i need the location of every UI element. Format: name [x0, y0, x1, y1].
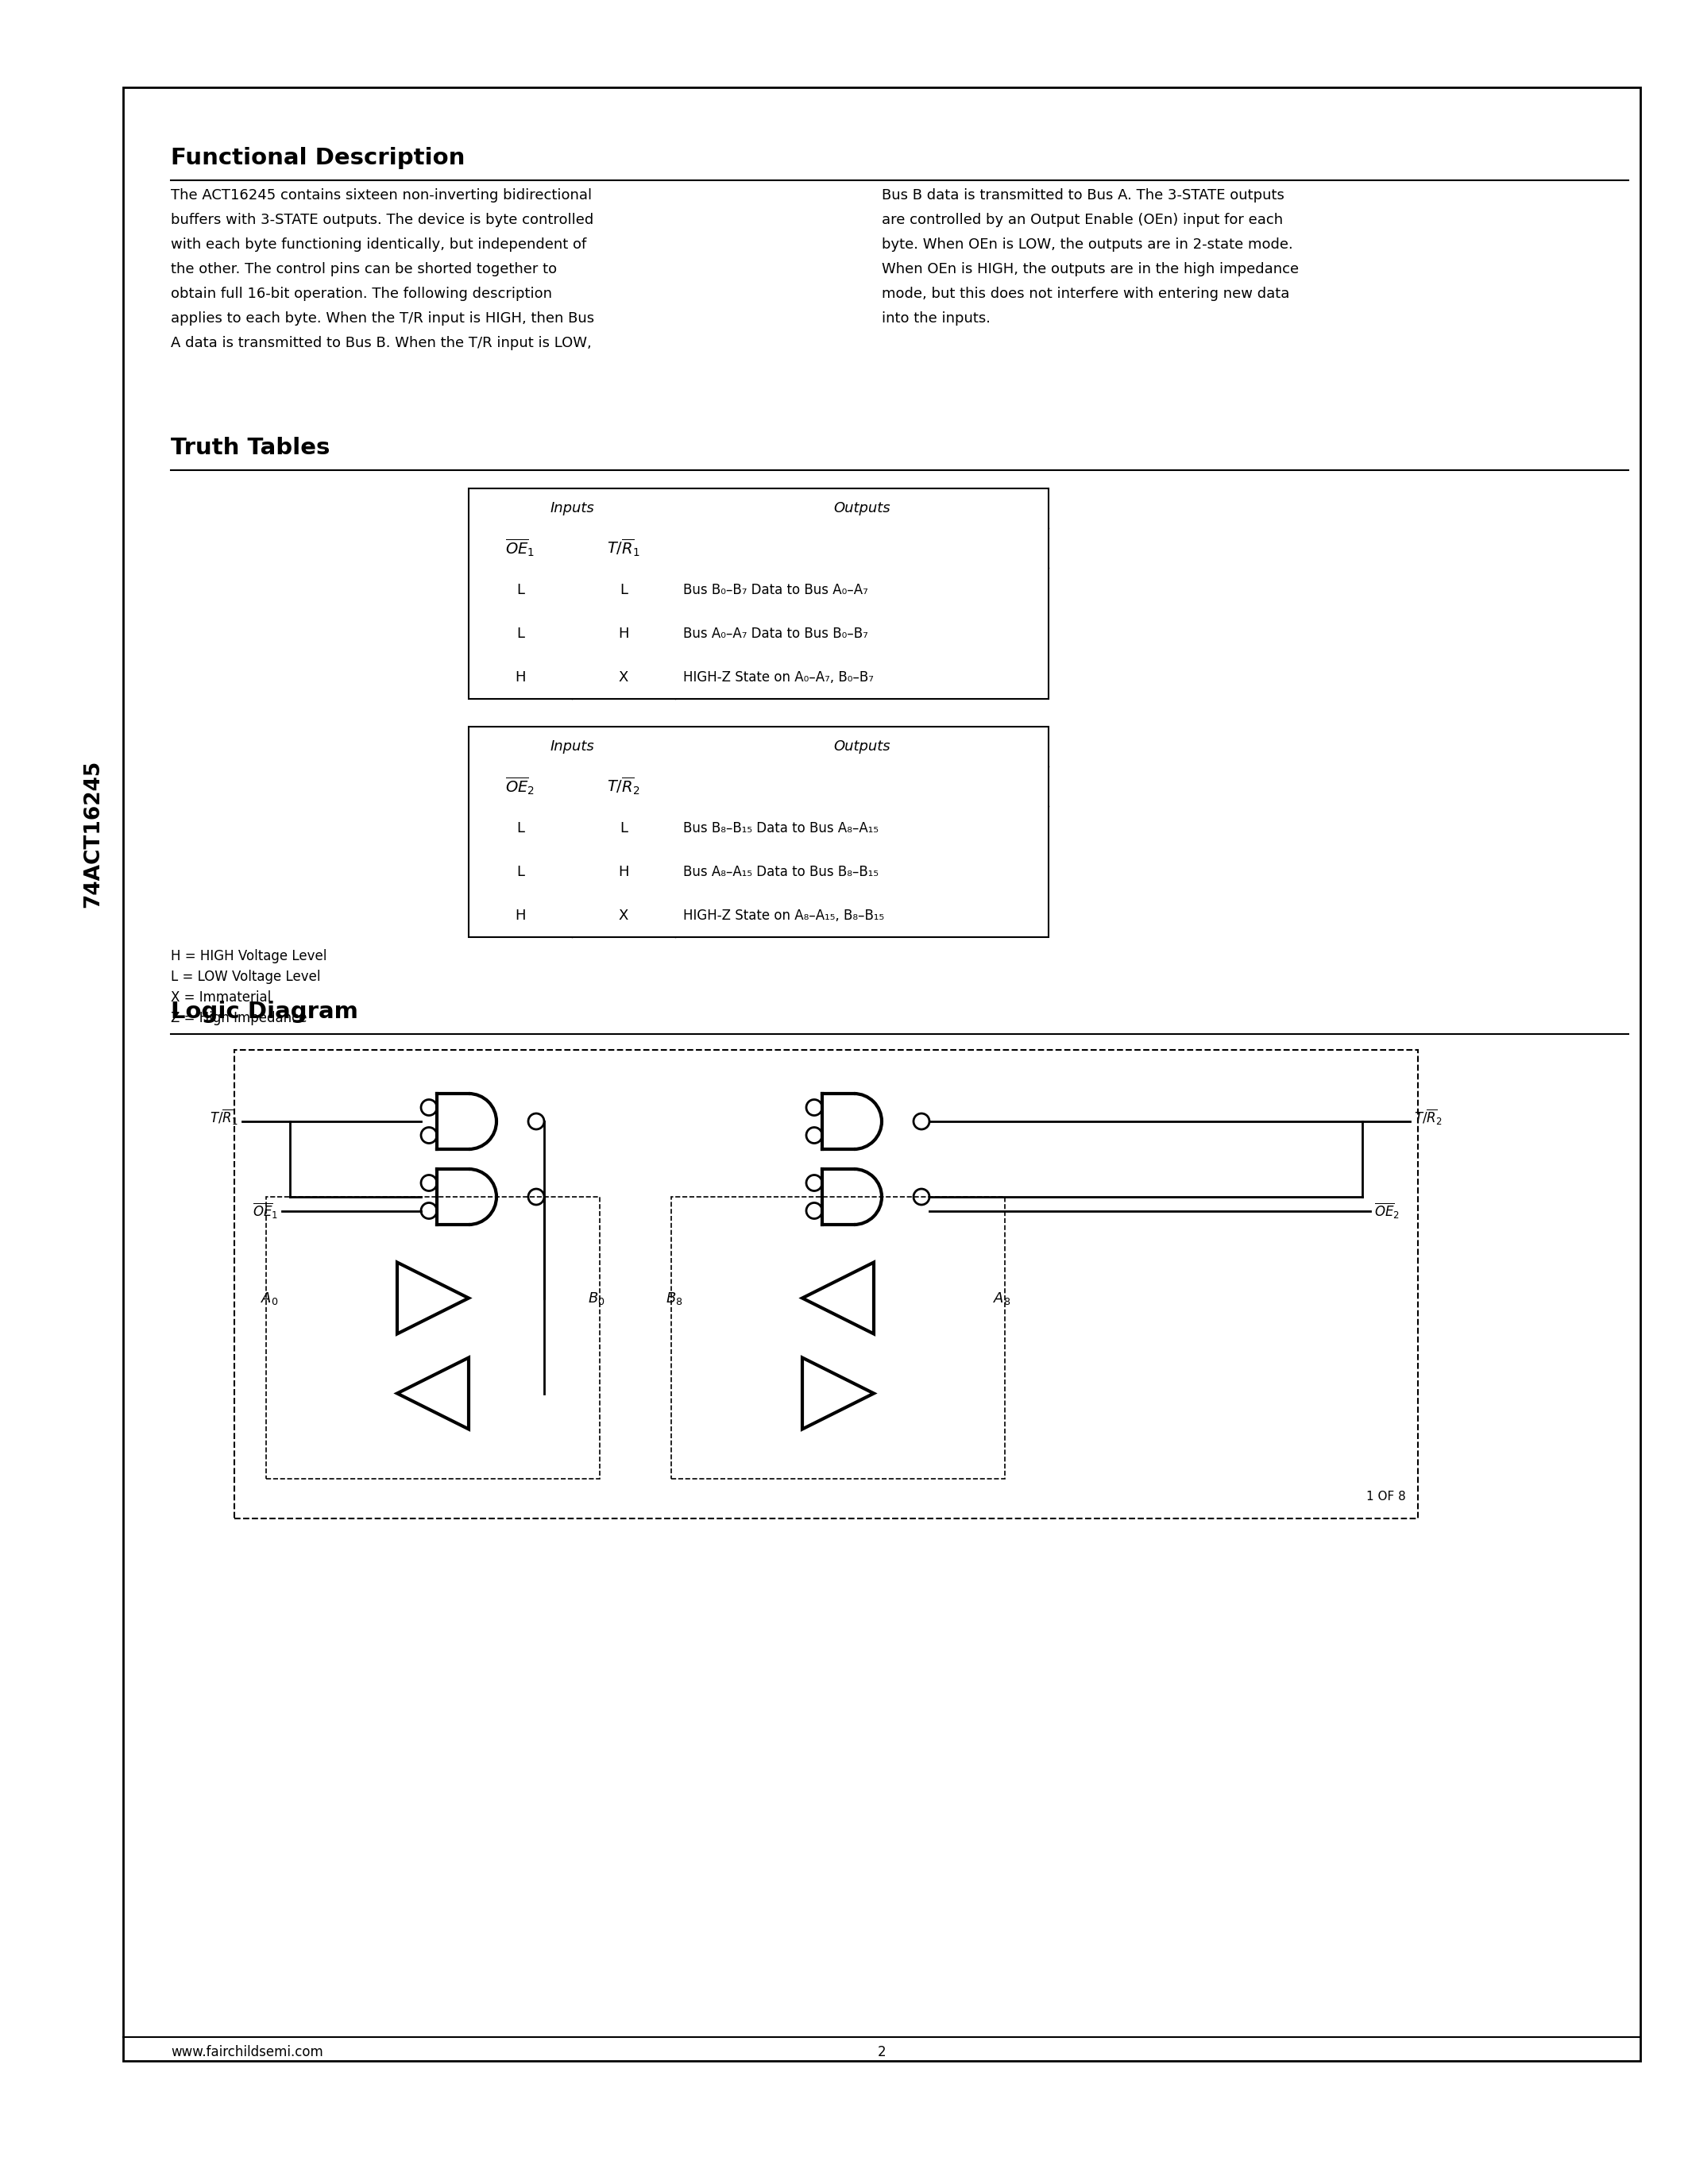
Text: Inputs: Inputs: [550, 500, 594, 515]
Text: $\overline{OE}_2$: $\overline{OE}_2$: [506, 775, 535, 797]
Bar: [469, 489, 1048, 699]
Text: applies to each byte. When the T/R input is HIGH, then Bus: applies to each byte. When the T/R input…: [170, 312, 594, 325]
Text: into the inputs.: into the inputs.: [881, 312, 991, 325]
Text: buffers with 3-STATE outputs. The device is byte controlled: buffers with 3-STATE outputs. The device…: [170, 212, 594, 227]
Text: with each byte functioning identically, but independent of: with each byte functioning identically, …: [170, 238, 586, 251]
Bar: [672, 1197, 1004, 1479]
Text: X: X: [618, 670, 628, 684]
Bar: [123, 87, 1641, 2062]
Text: Bus A₈–A₁₅ Data to Bus B₈–B₁₅: Bus A₈–A₁₅ Data to Bus B₈–B₁₅: [684, 865, 878, 878]
Text: HIGH-Z State on A₀–A₇, B₀–B₇: HIGH-Z State on A₀–A₇, B₀–B₇: [684, 670, 874, 684]
Text: $\overline{OE}_2$: $\overline{OE}_2$: [1374, 1201, 1399, 1221]
Text: 2: 2: [878, 2044, 886, 2060]
Text: L: L: [517, 821, 525, 834]
Text: Bus A₀–A₇ Data to Bus B₀–B₇: Bus A₀–A₇ Data to Bus B₀–B₇: [684, 627, 868, 640]
Text: A data is transmitted to Bus B. When the T/R input is LOW,: A data is transmitted to Bus B. When the…: [170, 336, 591, 349]
Text: Logic Diagram: Logic Diagram: [170, 1000, 358, 1022]
Text: H: H: [515, 909, 525, 922]
Bar: [469, 727, 1048, 937]
Text: mode, but this does not interfere with entering new data: mode, but this does not interfere with e…: [881, 286, 1290, 301]
Text: $T/\overline{R}_1$: $T/\overline{R}_1$: [608, 537, 640, 559]
Text: $\overline{OE}_1$: $\overline{OE}_1$: [505, 537, 535, 559]
Text: $T/\overline{R}_1$: $T/\overline{R}_1$: [209, 1107, 238, 1127]
Text: $A_0$: $A_0$: [260, 1291, 279, 1306]
Text: X = Immaterial: X = Immaterial: [170, 989, 272, 1005]
Text: 74ACT16245: 74ACT16245: [83, 760, 103, 909]
Text: $A_8$: $A_8$: [993, 1291, 1011, 1306]
Text: the other. The control pins can be shorted together to: the other. The control pins can be short…: [170, 262, 557, 277]
Text: obtain full 16-bit operation. The following description: obtain full 16-bit operation. The follow…: [170, 286, 552, 301]
Text: L: L: [619, 821, 628, 834]
Bar: [235, 1051, 1418, 1518]
Text: $T/\overline{R}_2$: $T/\overline{R}_2$: [1415, 1107, 1442, 1127]
Text: $\overline{OE}_1$: $\overline{OE}_1$: [253, 1201, 279, 1221]
Text: Outputs: Outputs: [834, 500, 890, 515]
Text: L: L: [517, 583, 525, 596]
Text: H = HIGH Voltage Level: H = HIGH Voltage Level: [170, 950, 327, 963]
Text: Bus B₈–B₁₅ Data to Bus A₈–A₁₅: Bus B₈–B₁₅ Data to Bus A₈–A₁₅: [684, 821, 878, 834]
Text: Outputs: Outputs: [834, 740, 890, 753]
Text: Inputs: Inputs: [550, 740, 594, 753]
Text: L: L: [619, 583, 628, 596]
Text: When OEn is HIGH, the outputs are in the high impedance: When OEn is HIGH, the outputs are in the…: [881, 262, 1298, 277]
Text: 1 OF 8: 1 OF 8: [1367, 1492, 1406, 1503]
Text: Bus B data is transmitted to Bus A. The 3-STATE outputs: Bus B data is transmitted to Bus A. The …: [881, 188, 1285, 203]
Text: $B_0$: $B_0$: [587, 1291, 604, 1306]
Text: $T/\overline{R}_2$: $T/\overline{R}_2$: [608, 775, 640, 797]
Text: byte. When OEn is LOW, the outputs are in 2-state mode.: byte. When OEn is LOW, the outputs are i…: [881, 238, 1293, 251]
Text: H: H: [618, 865, 630, 878]
Text: $B_8$: $B_8$: [667, 1291, 684, 1306]
Bar: [267, 1197, 599, 1479]
Text: L: L: [517, 627, 525, 640]
Text: Truth Tables: Truth Tables: [170, 437, 329, 459]
Text: Functional Description: Functional Description: [170, 146, 464, 168]
Text: HIGH-Z State on A₈–A₁₅, B₈–B₁₅: HIGH-Z State on A₈–A₁₅, B₈–B₁₅: [684, 909, 885, 922]
Text: L = LOW Voltage Level: L = LOW Voltage Level: [170, 970, 321, 985]
Text: X: X: [618, 909, 628, 922]
Text: H: H: [618, 627, 630, 640]
Text: are controlled by an Output Enable (OEn) input for each: are controlled by an Output Enable (OEn)…: [881, 212, 1283, 227]
Text: Bus B₀–B₇ Data to Bus A₀–A₇: Bus B₀–B₇ Data to Bus A₀–A₇: [684, 583, 868, 596]
Text: H: H: [515, 670, 525, 684]
Text: www.fairchildsemi.com: www.fairchildsemi.com: [170, 2044, 322, 2060]
Text: Z = High Impedance: Z = High Impedance: [170, 1011, 307, 1024]
Text: L: L: [517, 865, 525, 878]
Text: The ACT16245 contains sixteen non-inverting bidirectional: The ACT16245 contains sixteen non-invert…: [170, 188, 592, 203]
